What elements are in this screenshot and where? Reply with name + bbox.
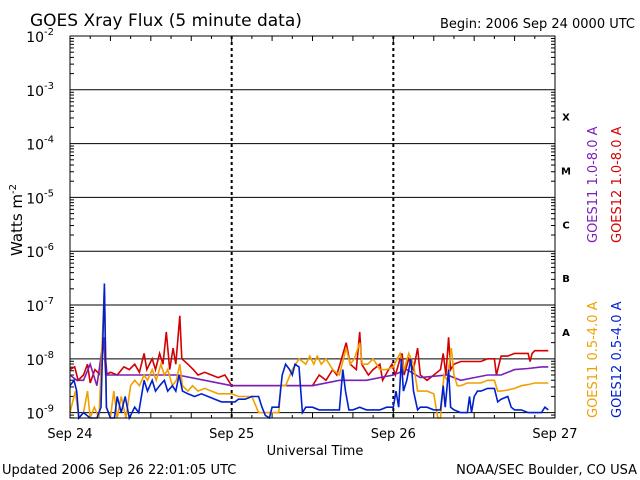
legend-goes11-short: GOES11 0.5-4.0 A (586, 301, 601, 418)
flare-class-label: B (562, 274, 570, 285)
begin-label: Begin: 2006 Sep 24 0000 UTC (440, 17, 635, 32)
plot-frame (69, 35, 556, 419)
y-tick-label: 10-2 (26, 27, 54, 46)
y-tick-label: 10-8 (26, 350, 54, 369)
x-axis-label: Universal Time (267, 444, 364, 459)
legend-goes12-short: GOES12 0.5-4.0 A (610, 301, 625, 418)
flare-class-label: X (562, 113, 570, 124)
legend-goes12-long: GOES12 1.0-8.0 A (610, 126, 625, 243)
y-tick-label: 10-4 (26, 135, 54, 154)
y-axis-label: Watts m-2 (8, 184, 26, 256)
y-tick-label: 10-9 (26, 404, 54, 423)
plot-area: 10-2 10-3 10-4 10-5 10-6 10-7 10-8 10-9 Sep 24 Se… (26, 27, 577, 442)
x-tick-label: Sep 26 (371, 427, 416, 442)
y-tick-label: 10-5 (26, 188, 54, 207)
y-tick-label: 10-3 (26, 81, 54, 100)
x-tick-label: Sep 24 (47, 427, 92, 442)
y-tick-label: 10-6 (26, 242, 54, 261)
legend-goes11-long: GOES11 1.0-8.0 A (586, 126, 601, 243)
credit-label: NOAA/SEC Boulder, CO USA (456, 463, 637, 478)
chart-title: GOES Xray Flux (5 minute data) (30, 11, 302, 31)
flare-class-label: C (562, 220, 569, 231)
series-line-2 (69, 288, 549, 420)
series-line-3 (69, 283, 549, 421)
flare-class-label: A (562, 328, 570, 339)
y-tick-label: 10-7 (26, 296, 54, 315)
flare-class-label: M (561, 167, 571, 178)
x-tick-label: Sep 27 (532, 427, 577, 442)
x-tick-label: Sep 25 (209, 427, 254, 442)
legend: GOES11 1.0-8.0 A GOES12 1.0-8.0 A GOES11 0… (586, 126, 625, 418)
updated-timestamp: Updated 2006 Sep 26 22:01:05 UTC (2, 463, 236, 478)
